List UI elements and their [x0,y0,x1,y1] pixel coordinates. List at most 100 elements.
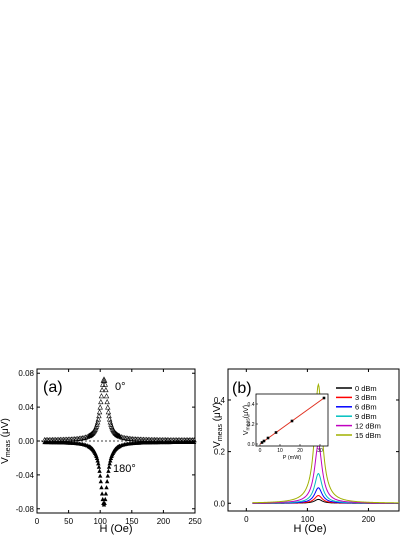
filled-triangle-point [106,464,112,469]
open-triangle-point [113,431,120,437]
panel-b-xlabel: H (Oe) [294,523,327,535]
y-tick-label: 0.00 [18,437,34,446]
y-tick-label: 0.4 [214,396,226,405]
filled-triangle-point [99,491,105,496]
filled-triangle-point [104,485,109,490]
series-line [252,382,399,504]
open-triangle-point [99,387,105,393]
panel-a-ticks: 0 50 100 150 200 250 0.08 0.04 0.00 -0.04 -0.08 [16,369,202,526]
open-triangle-point [120,434,126,440]
inset-point [322,396,326,400]
open-triangle-point [96,409,103,415]
open-triangle-point [103,393,110,399]
open-triangle-point [95,416,102,422]
open-triangle-point [81,434,87,440]
inset-ticks: 0 10 20 30 0.0 0.2 0.4 [248,402,323,454]
x-tick-label: 250 [188,517,202,526]
annotation-0-deg: 0° [115,381,126,393]
filled-triangle-point [96,464,102,469]
open-triangle-point [101,377,108,383]
open-triangle-point [79,435,86,441]
open-triangle-point [96,413,102,419]
filled-triangle-point [107,461,112,466]
legend-label: 6 dBm [355,403,377,412]
filled-triangle-point [103,491,109,496]
x-tick-label: 100 [301,515,315,524]
panel-a-xlabel: H (Oe) [100,523,133,535]
panel-b-label: (b) [232,380,252,397]
y-tick-label: 0.2 [214,448,226,457]
y-tick-label: -0.04 [16,471,35,480]
inset-x-tick-label: 20 [297,448,303,454]
filled-triangle-point [105,473,110,478]
legend-label: 12 dBm [355,421,381,430]
filled-triangle-point [98,479,104,484]
open-triangle-point [104,398,110,405]
filled-triangle-point [102,500,107,506]
x-tick-label: 200 [157,517,171,526]
filled-triangle-point [108,458,113,463]
filled-triangle-point [191,439,197,444]
open-triangle-point [107,419,114,425]
legend-label: 0 dBm [355,384,377,393]
panel-a: 0 50 100 150 200 250 0.08 0.04 0.00 -0.04 -0.08 (a… [0,368,202,535]
panel-a-label: (a) [43,379,63,396]
open-triangle-point [115,432,122,438]
y-tick-label: 0.0 [214,499,226,508]
inset-marks [259,396,326,445]
x-tick-label: 200 [362,515,376,524]
inset-y-tick-label: 0.0 [248,442,255,448]
open-triangle-point [94,419,101,425]
x-tick-label: 0 [244,515,249,524]
open-triangle-point [97,404,103,410]
open-triangle-point [105,409,112,415]
inset-ylabel: Vmeas(μV) [243,405,252,435]
open-triangle-point [108,421,114,427]
panel-b-ylabel: Vmeas (μV) [212,402,224,448]
x-tick-label: 50 [64,517,73,526]
inset-point [266,436,270,440]
panel-b-inset: 0 10 20 30 0.0 0.2 0.4 P (mW) Vmeas(μV) [243,393,329,461]
legend-label: 9 dBm [355,412,377,421]
open-triangle-point [121,434,128,441]
inset-y-tick-label: 0.4 [248,402,255,408]
open-triangle-point [102,381,108,387]
filled-triangle-point [98,473,103,478]
inset-x-tick-label: 0 [259,448,262,454]
open-triangle-point [98,398,104,405]
annotation-180-deg: 180° [113,463,136,475]
inset-x-tick-label: 30 [317,448,323,454]
inset-xlabel: P (mW) [283,455,302,461]
filled-triangle-point [103,496,108,502]
x-tick-label: 150 [125,517,139,526]
inset-y-tick-label: 0.2 [248,422,255,428]
open-triangle-point [118,434,125,440]
open-triangle-point [116,433,122,439]
legend-label: 3 dBm [355,393,377,402]
filled-triangle-point [99,485,104,490]
open-triangle-point [98,393,105,399]
panel-a-ylabel: Vmeas (μV) [0,418,12,464]
filled-triangle-point [94,455,100,461]
inset-point [260,441,264,444]
panel-b-curves [252,382,399,504]
filled-triangle-point [106,468,111,473]
legend-label: 15 dBm [355,431,381,440]
filled-triangle-point [97,468,102,473]
y-tick-label: 0.08 [18,369,34,378]
inset-point [290,419,294,423]
open-triangle-point [106,413,112,419]
filled-triangle-point [96,461,101,466]
panel-b-frame [227,368,400,512]
open-triangle-point [88,431,94,438]
filled-triangle-point [104,479,110,484]
inset-point [274,431,278,434]
open-triangle-point [105,404,111,410]
y-tick-label: -0.08 [16,505,35,514]
x-tick-label: 0 [35,517,40,526]
filled-triangle-point [95,458,100,463]
y-tick-label: 0.04 [18,403,34,412]
inset-x-tick-label: 10 [277,448,283,454]
